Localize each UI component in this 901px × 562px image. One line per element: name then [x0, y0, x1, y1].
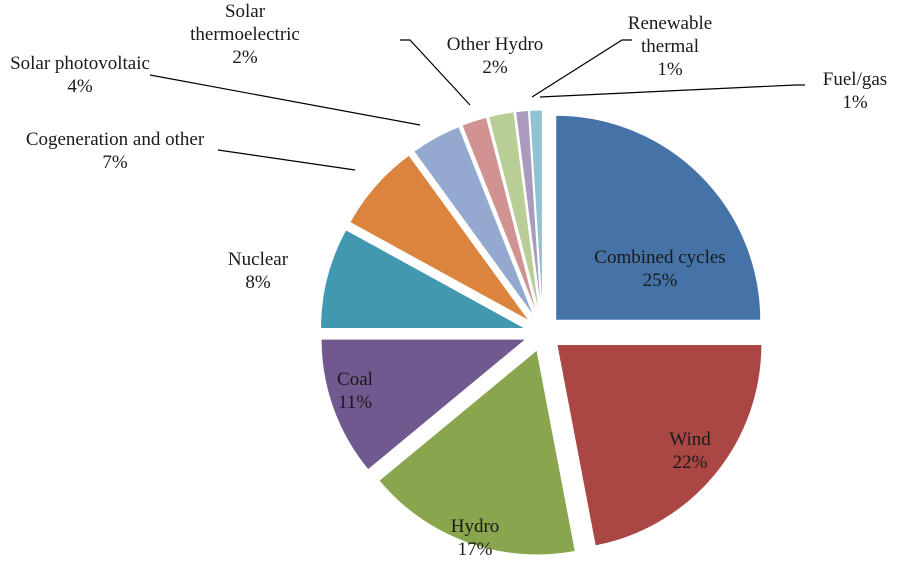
- slice-label: Solar thermoelectric 2%: [175, 0, 315, 69]
- value-label: 22%: [672, 452, 708, 473]
- leader-line: [400, 39, 471, 106]
- slice-label: Wind 22%: [630, 428, 750, 474]
- category-label: Coal: [337, 369, 373, 390]
- category-label: Nuclear: [227, 249, 289, 270]
- category-label: Solar photovoltaic: [10, 53, 150, 74]
- pie-slice: [556, 343, 763, 547]
- leader-line: [149, 74, 421, 126]
- pie-slice: [555, 114, 762, 321]
- leader-line: [531, 39, 632, 98]
- value-label: 7%: [102, 152, 128, 173]
- slice-label: Combined cycles 25%: [560, 246, 760, 292]
- value-label: 11%: [337, 392, 373, 413]
- pie-slice: [349, 154, 530, 322]
- category-label: Fuel/gas: [822, 69, 888, 90]
- value-label: 1%: [657, 59, 683, 80]
- category-label: Wind: [669, 429, 711, 450]
- category-label: Renewable thermal: [627, 13, 713, 57]
- value-label: 2%: [232, 47, 258, 68]
- pie-slice: [320, 338, 528, 471]
- pie-slice: [378, 349, 576, 556]
- category-label: Cogeneration and other: [25, 129, 205, 150]
- slice-label: Nuclear 8%: [198, 248, 318, 294]
- category-label: Combined cycles: [594, 247, 726, 268]
- slice-label: Coal 11%: [305, 368, 405, 414]
- value-label: 4%: [67, 76, 93, 97]
- value-label: 8%: [245, 272, 271, 293]
- pie-slice: [515, 109, 542, 316]
- pie-slice: [529, 109, 543, 316]
- value-label: 2%: [482, 57, 508, 78]
- category-label: Other Hydro: [446, 34, 544, 55]
- pie-slice: [413, 125, 535, 318]
- category-label: Solar thermoelectric: [190, 1, 300, 45]
- slice-label: Renewable thermal 1%: [610, 12, 730, 81]
- slice-label: Cogeneration and other 7%: [23, 128, 208, 174]
- slice-label: Hydro 17%: [415, 515, 535, 561]
- pie-slice: [461, 116, 538, 317]
- value-label: 1%: [842, 92, 868, 113]
- category-label: Hydro: [450, 516, 500, 537]
- leader-line: [539, 84, 805, 98]
- pie-slice: [320, 229, 526, 330]
- slice-label: Fuel/gas 1%: [800, 68, 901, 114]
- value-label: 25%: [642, 270, 678, 291]
- slice-label: Other Hydro 2%: [420, 33, 570, 79]
- leader-line: [217, 149, 356, 171]
- pie-slice: [488, 111, 541, 316]
- value-label: 17%: [457, 539, 493, 560]
- slice-label: Solar photovoltaic 4%: [0, 52, 168, 98]
